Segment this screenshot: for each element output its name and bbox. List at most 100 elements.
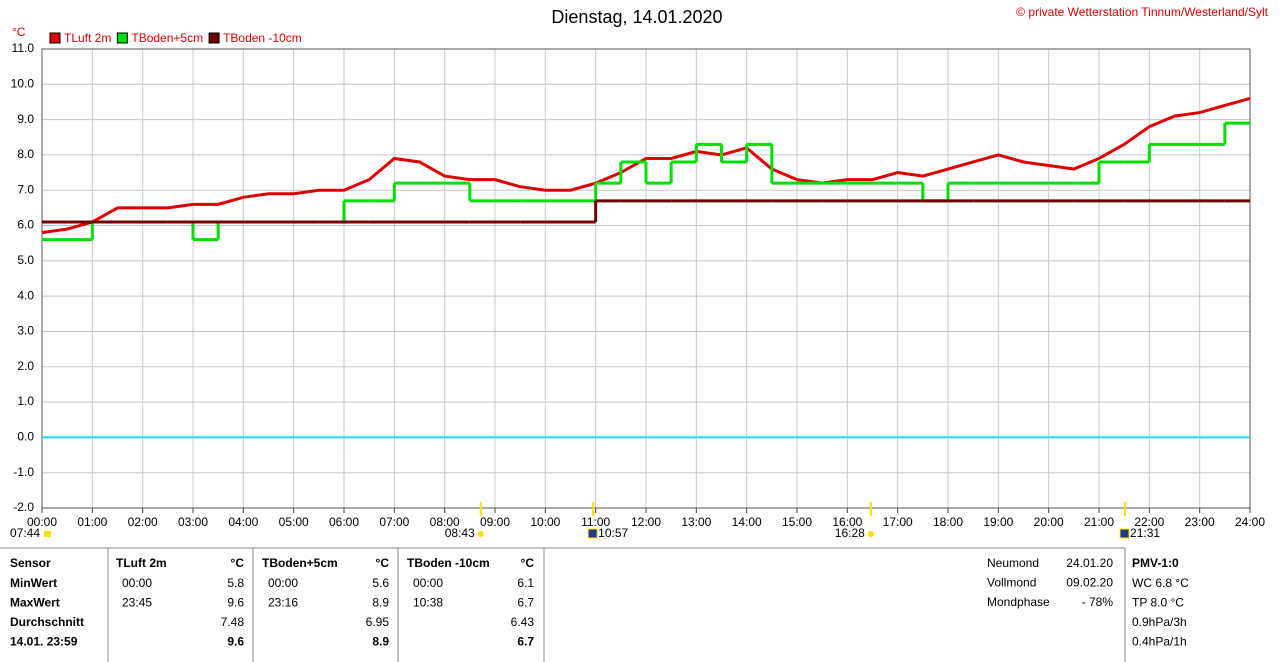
table-header: °C: [231, 556, 245, 570]
x-tick-label: 20:00: [1034, 515, 1064, 529]
x-tick-label: 18:00: [933, 515, 963, 529]
y-tick-label: 3.0: [17, 324, 34, 338]
x-tick-label: 07:00: [379, 515, 409, 529]
moon-value: 24.01.20: [1066, 556, 1113, 570]
table-cell: Durchschnitt: [10, 615, 84, 629]
table-header: TLuft 2m: [116, 556, 167, 570]
series-line: [41, 96, 1251, 235]
event-label: 07:44: [10, 526, 40, 540]
event-label: 10:57: [598, 526, 628, 540]
table-cell: MinWert: [10, 576, 57, 590]
x-tick-label: 10:00: [530, 515, 560, 529]
table-cell: 5.8: [227, 576, 244, 590]
event-label: 08:43: [445, 526, 475, 540]
x-tick-label: 00:00: [27, 515, 57, 529]
x-tick-label: 03:00: [178, 515, 208, 529]
table-cell: 14.01. 23:59: [10, 635, 78, 649]
legend-label: TBoden+5cm: [131, 31, 203, 45]
table-header: TBoden -10cm: [407, 556, 490, 570]
x-tick-label: 06:00: [329, 515, 359, 529]
x-tick-label: 24:00: [1235, 515, 1265, 529]
event-icon: [477, 531, 484, 537]
legend-swatch: [116, 32, 128, 44]
moon-value: - 78%: [1082, 595, 1114, 609]
y-tick-label: 4.0: [17, 288, 34, 302]
x-tick-label: 15:00: [782, 515, 812, 529]
y-tick-label: 6.0: [17, 218, 34, 232]
moon-value: 09.02.20: [1066, 576, 1113, 590]
legend-swatch: [208, 32, 220, 44]
x-tick-label: 16:00: [832, 515, 862, 529]
x-tick-label: 09:00: [480, 515, 510, 529]
table-cell: 6.1: [517, 576, 534, 590]
table-cell: 7.48: [221, 615, 245, 629]
x-tick-label: 22:00: [1134, 515, 1164, 529]
x-tick-label: 04:00: [228, 515, 258, 529]
table-cell: 00:00: [122, 576, 152, 590]
y-tick-label: -1.0: [13, 465, 34, 479]
table-cell: 8.9: [372, 635, 389, 649]
x-tick-label: 11:00: [581, 515, 610, 529]
table-cell: 10:38: [413, 596, 443, 610]
y-tick-label: 2.0: [17, 359, 34, 373]
y-tick-label: -2.0: [13, 500, 34, 514]
pmv-line: WC 6.8 °C: [1132, 576, 1189, 590]
event-icon: [44, 531, 51, 537]
y-tick-label: 1.0: [17, 394, 34, 408]
y-tick-label: 7.0: [17, 182, 34, 196]
event-label: 16:28: [835, 526, 865, 540]
x-tick-label: 13:00: [681, 515, 711, 529]
x-tick-label: 23:00: [1185, 515, 1215, 529]
legend-label: TLuft 2m: [64, 31, 111, 45]
table-cell: 23:16: [268, 596, 298, 610]
moon-label: Mondphase: [987, 595, 1050, 609]
table-cell: 8.9: [372, 596, 389, 610]
table-header: °C: [521, 556, 535, 570]
x-tick-label: 19:00: [983, 515, 1013, 529]
x-tick-label: 02:00: [128, 515, 158, 529]
moon-label: Vollmond: [987, 576, 1036, 590]
table-cell: MaxWert: [10, 596, 60, 610]
table-cell: 5.6: [372, 576, 389, 590]
table-cell: 9.6: [227, 596, 244, 610]
y-tick-label: 11.0: [12, 41, 35, 55]
table-cell: 9.6: [227, 635, 244, 649]
table-cell: 00:00: [268, 576, 298, 590]
y-tick-label: 0.0: [17, 430, 34, 444]
table-cell: 6.43: [511, 615, 535, 629]
chart-title: Dienstag, 14.01.2020: [551, 7, 722, 27]
y-unit: °C: [12, 25, 26, 39]
y-tick-label: 8.0: [17, 147, 34, 161]
table-cell: 6.7: [517, 635, 534, 649]
y-tick-label: 9.0: [17, 112, 34, 126]
x-tick-label: 21:00: [1084, 515, 1114, 529]
pmv-line: 0.9hPa/3h: [1132, 615, 1187, 629]
table-header: TBoden+5cm: [262, 556, 338, 570]
x-tick-label: 12:00: [631, 515, 661, 529]
event-icon: [1119, 528, 1130, 539]
table-header: °C: [376, 556, 390, 570]
table-cell: 23:45: [122, 596, 152, 610]
y-tick-label: 5.0: [17, 253, 34, 267]
pmv-line: TP 8.0 °C: [1132, 596, 1184, 610]
event-label: 21:31: [1130, 526, 1160, 540]
y-tick-label: 10.0: [11, 76, 35, 90]
pmv-title: PMV-1:0: [1132, 556, 1179, 570]
table-cell: 6.7: [517, 596, 534, 610]
x-tick-label: 01:00: [77, 515, 107, 529]
plot-frame: [41, 48, 1251, 509]
pmv-line: 0.4hPa/1h: [1132, 635, 1187, 649]
event-icon: [587, 528, 598, 539]
x-tick-label: 08:00: [430, 515, 460, 529]
legend-swatch: [49, 32, 61, 44]
x-tick-label: 17:00: [883, 515, 913, 529]
table-cell: 00:00: [413, 576, 443, 590]
copyright: © private Wetterstation Tinnum/Westerlan…: [1016, 5, 1269, 19]
x-tick-label: 05:00: [279, 515, 309, 529]
legend-label: TBoden -10cm: [223, 31, 302, 45]
x-tick-label: 14:00: [732, 515, 762, 529]
table-header: Sensor: [10, 556, 51, 570]
table-cell: 6.95: [366, 615, 390, 629]
event-icon: [867, 531, 874, 537]
